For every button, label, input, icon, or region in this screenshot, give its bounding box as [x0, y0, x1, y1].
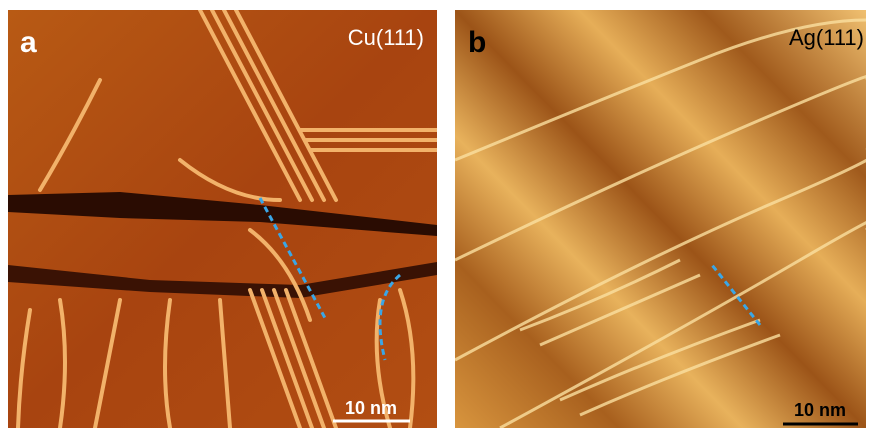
panel-label: a	[20, 26, 37, 59]
substrate-label: Ag(111)	[789, 25, 864, 50]
scale-bar-label: 10 nm	[794, 400, 846, 420]
substrate-label: Cu(111)	[348, 25, 424, 50]
panel-label: b	[468, 26, 486, 59]
figure: a Cu(111) 10 nm b Ag(111) 10 nm	[0, 0, 871, 433]
panel-a-image	[8, 10, 437, 428]
scale-bar-label: 10 nm	[345, 398, 397, 418]
panel-b-image	[455, 10, 871, 428]
